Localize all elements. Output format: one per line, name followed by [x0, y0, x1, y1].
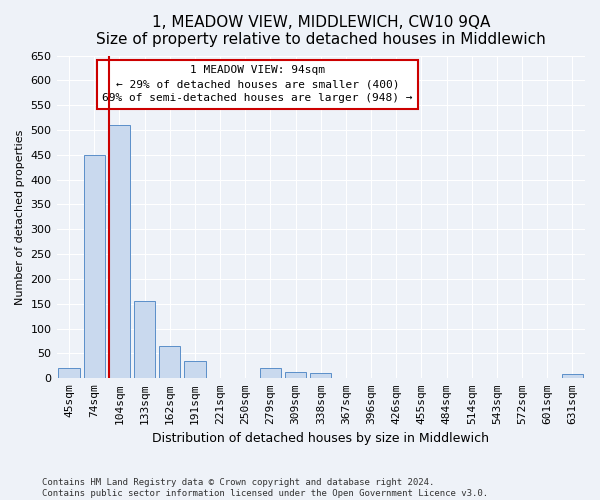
- Text: 1 MEADOW VIEW: 94sqm
← 29% of detached houses are smaller (400)
69% of semi-deta: 1 MEADOW VIEW: 94sqm ← 29% of detached h…: [102, 65, 413, 103]
- Text: Contains HM Land Registry data © Crown copyright and database right 2024.
Contai: Contains HM Land Registry data © Crown c…: [42, 478, 488, 498]
- Bar: [109, 125, 130, 378]
- X-axis label: Distribution of detached houses by size in Middlewich: Distribution of detached houses by size …: [152, 432, 489, 445]
- Bar: [260, 368, 281, 378]
- Bar: [285, 372, 307, 378]
- Y-axis label: Number of detached properties: Number of detached properties: [15, 129, 25, 304]
- Bar: [184, 361, 206, 378]
- Bar: [159, 346, 181, 378]
- Bar: [58, 368, 80, 378]
- Title: 1, MEADOW VIEW, MIDDLEWICH, CW10 9QA
Size of property relative to detached house: 1, MEADOW VIEW, MIDDLEWICH, CW10 9QA Siz…: [96, 15, 545, 48]
- Bar: [83, 155, 105, 378]
- Bar: [562, 374, 583, 378]
- Bar: [310, 374, 331, 378]
- Bar: [134, 302, 155, 378]
